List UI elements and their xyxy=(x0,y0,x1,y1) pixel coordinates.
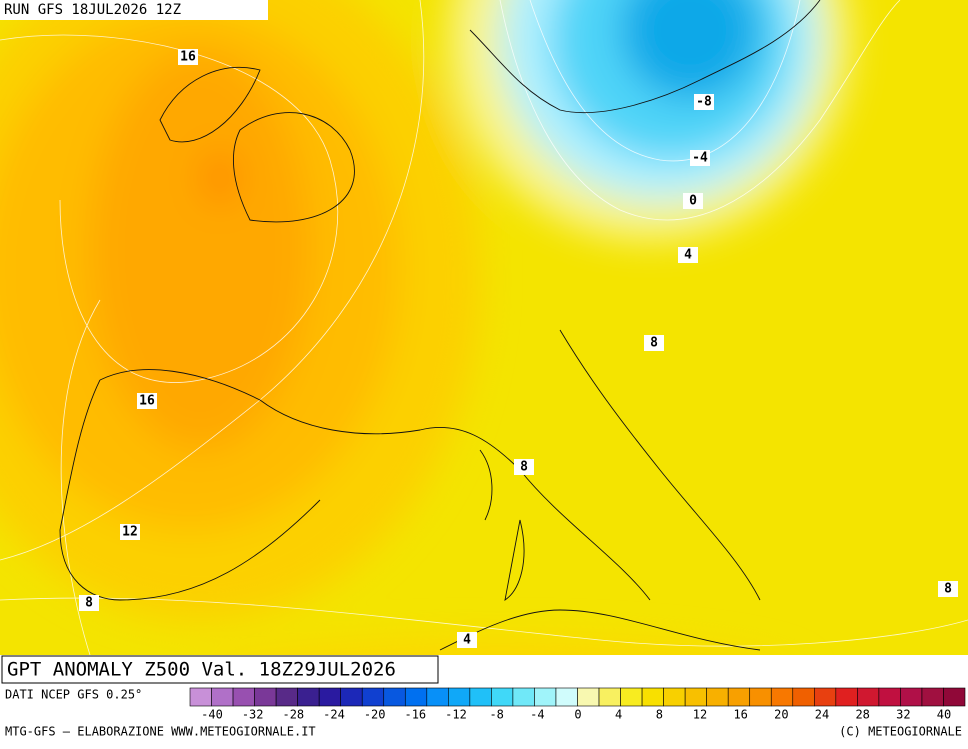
colorbar-swatch xyxy=(491,687,514,707)
colorbar-tick-label: 8 xyxy=(656,708,663,722)
colorbar-swatch xyxy=(426,687,449,707)
colorbar-swatch xyxy=(706,687,729,707)
colorbar-swatch xyxy=(857,687,880,707)
colorbar-swatch xyxy=(211,687,234,707)
colorbar-tick-label: 32 xyxy=(896,708,910,722)
colorbar-swatch xyxy=(727,687,751,707)
colorbar-swatch xyxy=(684,687,707,707)
contour-label-bg xyxy=(938,581,958,597)
coastlines xyxy=(59,0,821,651)
contour-label-bg xyxy=(678,247,698,263)
colorbar-tick-label: 12 xyxy=(693,708,707,722)
contour-label: 8 xyxy=(944,582,952,597)
colorbar-tick-label: 4 xyxy=(615,708,622,722)
contour-label-bg xyxy=(514,459,534,475)
contour-label: 8 xyxy=(85,596,93,611)
colorbar-swatch xyxy=(770,687,794,707)
colorbar-swatch xyxy=(943,687,966,707)
contour-label-bg xyxy=(690,150,710,166)
colorbar-swatch xyxy=(512,687,535,707)
contour-label: 8 xyxy=(650,336,658,351)
footer-right: (C) METEOGIORNALE xyxy=(839,725,962,739)
colorbar-swatch xyxy=(641,687,664,707)
contour-label: 16 xyxy=(139,394,155,409)
colorbar-tick-label: 28 xyxy=(855,708,869,722)
source-label: DATI NCEP GFS 0.25° xyxy=(5,688,142,702)
contour-label: 4 xyxy=(684,248,692,263)
colorbar-swatch xyxy=(254,687,277,707)
contour-label: -8 xyxy=(696,95,712,110)
run-label: RUN GFS 18JUL2026 12Z xyxy=(4,2,181,18)
contour-label-bg xyxy=(120,524,140,540)
contour-label: 12 xyxy=(122,525,138,540)
contour-label-bg xyxy=(457,632,477,648)
colorbar-tick-label: -40 xyxy=(201,708,223,722)
colorbar-tick-label: -12 xyxy=(445,708,467,722)
colorbar-swatch xyxy=(620,687,643,707)
contour-label-bg xyxy=(178,49,198,65)
colorbar-swatch xyxy=(555,687,578,707)
colorbar-swatch xyxy=(900,687,923,707)
colorbar-swatch xyxy=(921,687,944,707)
contour-label-bg xyxy=(137,393,157,409)
colorbar-swatch xyxy=(577,687,600,707)
title-box xyxy=(1,655,439,684)
anomaly-field xyxy=(0,0,968,720)
contour-label-bg xyxy=(79,595,99,611)
colorbar-swatch xyxy=(598,687,621,707)
colorbar-tick-label: 24 xyxy=(815,708,829,722)
colorbar-tick-label: -32 xyxy=(242,708,264,722)
colorbar-tick-label: -8 xyxy=(489,708,503,722)
contour-label: 4 xyxy=(463,633,471,648)
contour-label-bg xyxy=(644,335,664,351)
colorbar-swatch xyxy=(361,687,385,707)
colorbar-swatch xyxy=(383,687,406,707)
contour-label: -4 xyxy=(692,151,708,166)
colorbar-swatch xyxy=(469,687,492,707)
header-box xyxy=(0,0,268,20)
colorbar-swatch xyxy=(814,687,837,707)
contour-label-bg xyxy=(683,193,703,209)
colorbar-swatch xyxy=(448,687,471,707)
footer-left: MTG-GFS — ELABORAZIONE WWW.METEOGIORNALE… xyxy=(5,725,316,739)
colorbar-tick-label: -16 xyxy=(404,708,426,722)
colorbar-swatch xyxy=(404,687,428,707)
colorbar-tick-label: 0 xyxy=(574,708,581,722)
colorbar-tick-label: 40 xyxy=(937,708,951,722)
colorbar-swatch xyxy=(318,687,341,707)
colorbar-tick-label: 20 xyxy=(774,708,788,722)
contour-label-bg xyxy=(694,94,714,110)
map-title: GPT ANOMALY Z500 Val. 18Z29JUL2026 xyxy=(7,659,396,681)
colorbar-swatch xyxy=(340,687,363,707)
colorbar-swatch xyxy=(534,687,557,707)
colorbar-swatch xyxy=(792,687,815,707)
contour-label: 0 xyxy=(689,194,697,209)
colorbar-swatch xyxy=(878,687,901,707)
colorbar-tick-label: -28 xyxy=(282,708,304,722)
colorbar-swatch xyxy=(275,687,298,707)
colorbar-swatch xyxy=(297,687,320,707)
colorbar-tick-label: -4 xyxy=(530,708,544,722)
contour-label: 16 xyxy=(180,50,196,65)
contour-label: 8 xyxy=(520,460,528,475)
colorbar-tick-label: -20 xyxy=(364,708,386,722)
colorbar-swatch xyxy=(835,687,858,707)
colorbar-swatch xyxy=(232,687,255,707)
colorbar-swatch xyxy=(663,687,686,707)
colorbar-tick-label: -24 xyxy=(323,708,345,722)
colorbar-swatch xyxy=(749,687,772,707)
colorbar-swatch xyxy=(189,687,212,707)
colorbar-tick-label: 16 xyxy=(733,708,747,722)
